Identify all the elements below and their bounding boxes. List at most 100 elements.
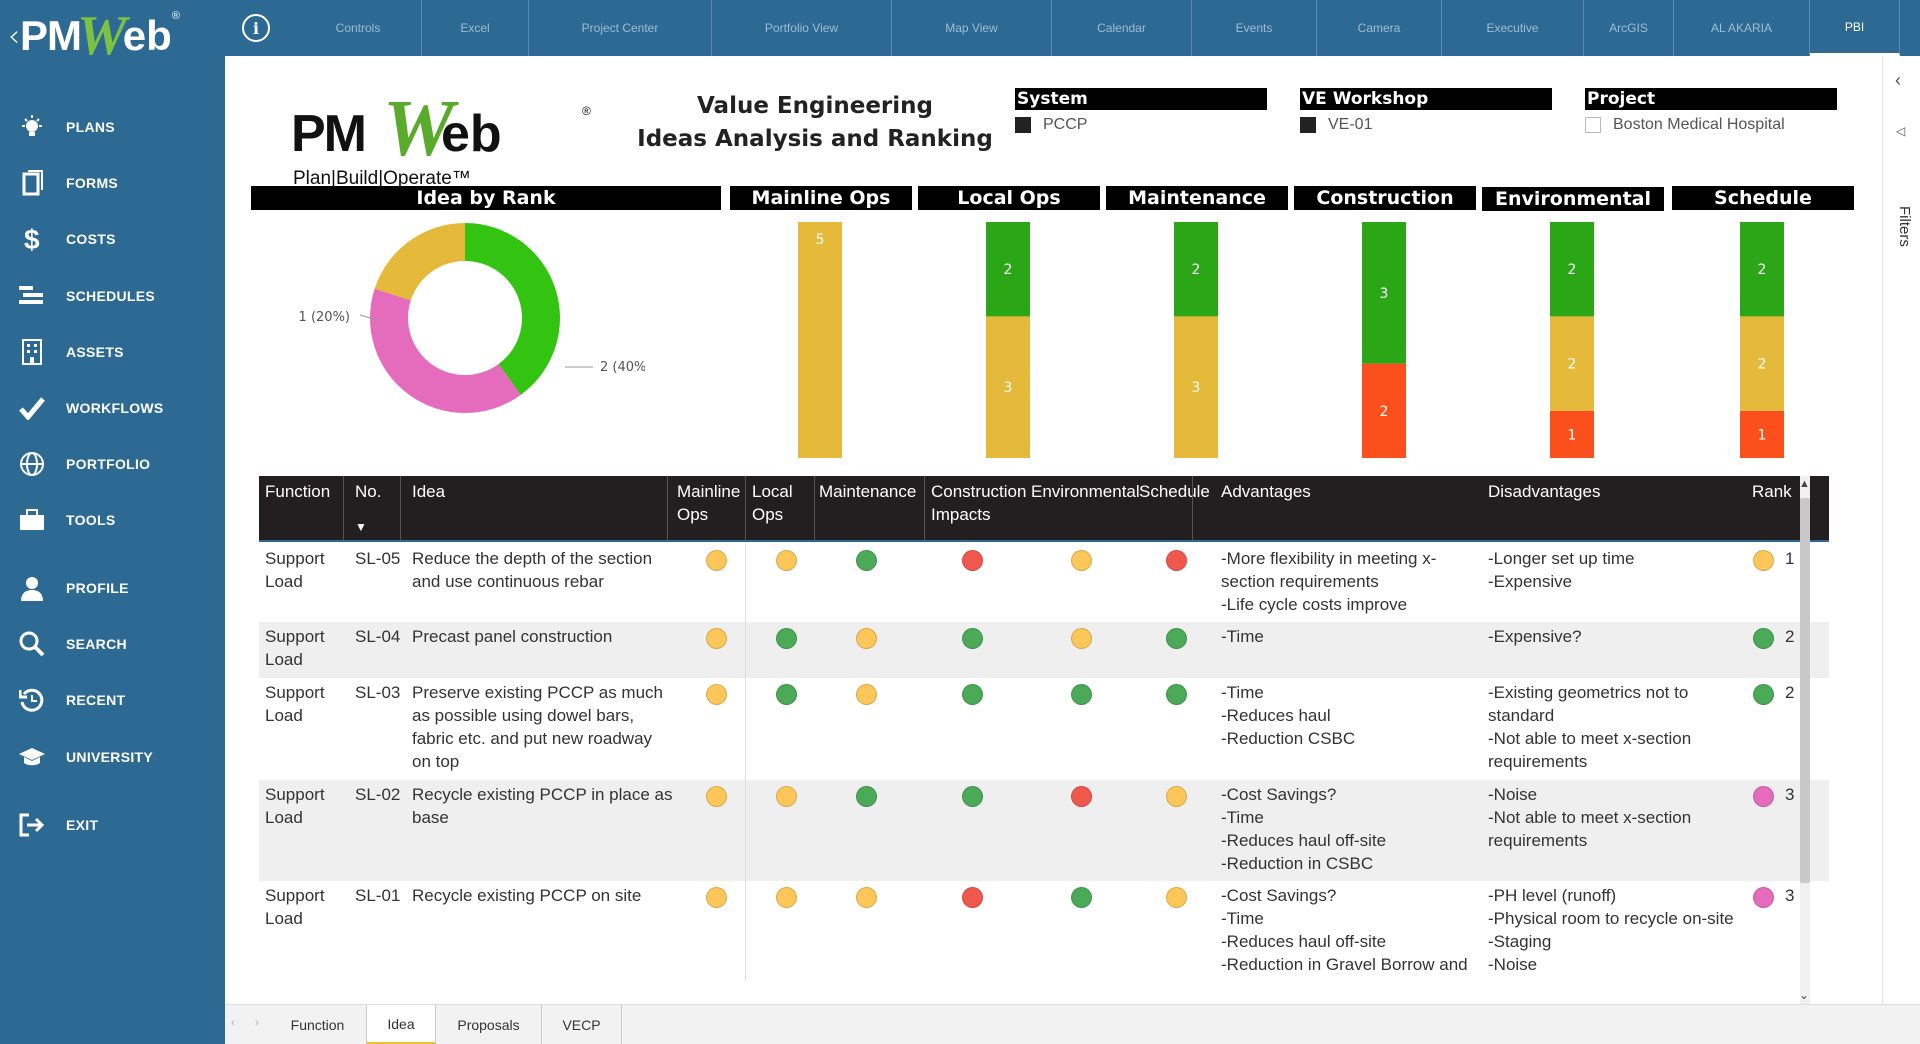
scroll-up-icon[interactable]: ▲ (1799, 478, 1810, 490)
page-tab-idea[interactable]: Idea (367, 1005, 436, 1044)
tab-camera[interactable]: Camera (1317, 0, 1442, 56)
table-row[interactable]: Support Load SL-02 Recycle existing PCCP i… (259, 780, 1829, 881)
sidebar-item-schedules[interactable]: SCHEDULES (0, 274, 225, 318)
col-header-function[interactable]: Function (265, 482, 331, 501)
next-page-icon[interactable]: › (255, 1017, 259, 1029)
sidebar-item-exit[interactable]: EXIT (0, 803, 225, 847)
slicer-ve-workshop-item[interactable]: VE-01 (1300, 116, 1552, 134)
table-row[interactable]: Support Load SL-05 Reduce the depth of the… (259, 544, 1829, 622)
criteria-stacked-bar-charts[interactable]: 5 3 2 3 2 2 3 1 2 2 1 2 2 (725, 222, 1865, 464)
page-tab-vecp[interactable]: VECP (542, 1005, 622, 1044)
col-header-environmental[interactable]: Environmental (1031, 482, 1140, 501)
tab-al-akaria[interactable]: AL AKARIA (1674, 0, 1810, 56)
sort-down-icon[interactable]: ▼ (355, 520, 367, 534)
tab-calendar[interactable]: Calendar (1052, 0, 1192, 56)
report-logo-tagline: Plan|Build|Operate™ (293, 168, 471, 189)
tab-portfolio-view[interactable]: Portfolio View (712, 0, 892, 56)
bar-segment[interactable] (1740, 222, 1784, 317)
bar-segment[interactable] (986, 316, 1030, 458)
col-header-idea[interactable]: Idea (412, 482, 446, 501)
checkbox-empty-icon[interactable] (1585, 117, 1601, 133)
report-logo: PM W eb ® Plan|Build|Operate™ (291, 85, 591, 189)
bar-segment[interactable] (986, 222, 1030, 317)
table-scrollbar[interactable]: ▲ ⌄ (1799, 476, 1810, 1011)
table-row[interactable]: Support Load SL-01 Recycle existing PCCP o… (259, 881, 1829, 981)
sidebar-item-profile[interactable]: PROFILE (0, 566, 225, 610)
bar-data-label: 5 (816, 232, 825, 248)
sidebar-item-university[interactable]: UNIVERSITY (0, 735, 225, 779)
sidebar-item-plans[interactable]: PLANS (0, 105, 225, 149)
column-divider (343, 476, 344, 542)
tab-arcgis[interactable]: ArcGIS (1584, 0, 1674, 56)
donut-slice[interactable] (465, 223, 560, 395)
table-row[interactable]: Support Load SL-03 Preserve existing PCCP … (259, 678, 1829, 780)
page-tabs-bar: ‹ › Function Idea Proposals VECP (225, 1004, 1920, 1044)
col-header-no[interactable]: No. (355, 482, 382, 501)
status-dot-red (1071, 786, 1092, 807)
bar-segment[interactable] (1550, 410, 1594, 458)
tab-controls[interactable]: Controls (295, 0, 422, 56)
donut-slice[interactable] (374, 223, 465, 301)
ideas-table: Function No. Idea Mainline Ops Local Ops Main… (259, 476, 1839, 1024)
status-dot-yellow (1166, 887, 1187, 908)
sidebar-item-costs[interactable]: $ COSTS (0, 217, 225, 261)
bar-segment[interactable] (1174, 222, 1218, 317)
pmweb-logo[interactable]: ‹ PM W eb ® (8, 5, 218, 67)
bar-segment[interactable] (1740, 410, 1784, 458)
slicer-system-item[interactable]: PCCP (1015, 116, 1267, 134)
bar-segment[interactable] (1550, 316, 1594, 411)
sidebar-item-forms[interactable]: FORMS (0, 161, 225, 205)
bar-segment[interactable] (1550, 222, 1594, 317)
col-header-local-ops[interactable]: Local Ops (752, 482, 793, 524)
col-header-mainline-ops[interactable]: Mainline Ops (677, 482, 741, 524)
rank-dot-yellow (1753, 550, 1774, 571)
tab-project-center[interactable]: Project Center (529, 0, 712, 56)
status-dot-red (962, 550, 983, 571)
scroll-down-icon[interactable]: ⌄ (1799, 988, 1810, 1002)
scroll-thumb[interactable] (1800, 498, 1810, 883)
sidebar-item-recent[interactable]: RECENT (0, 678, 225, 722)
col-header-maintenance[interactable]: Maintenance (819, 482, 917, 501)
col-header-schedule[interactable]: Schedule (1139, 482, 1210, 501)
tab-executive[interactable]: Executive (1442, 0, 1584, 56)
col-header-construction-impacts[interactable]: Construction Impacts (931, 482, 1027, 524)
bar-data-label: 2 (1758, 262, 1767, 278)
tab-pbi[interactable]: PBI (1810, 0, 1900, 56)
bar-segment[interactable] (798, 222, 842, 458)
expand-filters-chevron-icon[interactable]: ‹ (1895, 70, 1901, 90)
tab-excel[interactable]: Excel (422, 0, 529, 56)
donut-slice[interactable] (369, 288, 521, 413)
table-row[interactable]: Support Load SL-04 Precast panel construct… (259, 622, 1829, 678)
idea-by-rank-donut-chart[interactable]: 2 (40%)2 (40%)1 (20%) (285, 216, 645, 456)
filters-pane[interactable]: ‹ ◁ Filters (1882, 56, 1920, 1004)
sidebar-item-tools[interactable]: TOOLS (0, 498, 225, 542)
filters-label[interactable]: Filters (1896, 206, 1913, 247)
tab-events[interactable]: Events (1192, 0, 1317, 56)
check-icon (18, 394, 46, 422)
checkbox-filled-icon[interactable] (1015, 117, 1031, 133)
rank-dot-green (1753, 628, 1774, 649)
prev-page-icon[interactable]: ‹ (231, 1017, 235, 1029)
col-header-rank[interactable]: Rank (1752, 482, 1792, 501)
sidebar-item-search[interactable]: SEARCH (0, 622, 225, 666)
bar-segment[interactable] (1740, 316, 1784, 411)
sidebar-item-portfolio[interactable]: PORTFOLIO (0, 442, 225, 486)
back-chevron-icon[interactable]: ‹ (8, 18, 20, 54)
tab-map-view[interactable]: Map View (892, 0, 1052, 56)
col-header-advantages[interactable]: Advantages (1221, 482, 1311, 501)
slicer-project[interactable]: Project Boston Medical Hospital (1585, 88, 1837, 134)
page-tab-function[interactable]: Function (269, 1005, 367, 1044)
bar-segment[interactable] (1174, 316, 1218, 458)
checkbox-filled-icon[interactable] (1300, 117, 1316, 133)
bar-segment[interactable] (1362, 363, 1406, 458)
slicer-ve-workshop[interactable]: VE Workshop VE-01 (1300, 88, 1552, 134)
slicer-project-item[interactable]: Boston Medical Hospital (1585, 116, 1837, 134)
rank-dot-pink (1753, 786, 1774, 807)
bar-segment[interactable] (1362, 222, 1406, 364)
sidebar-item-workflows[interactable]: WORKFLOWS (0, 386, 225, 430)
info-icon[interactable]: i (242, 14, 270, 42)
slicer-system[interactable]: System PCCP (1015, 88, 1267, 134)
col-header-disadvantages[interactable]: Disadvantages (1488, 482, 1601, 501)
sidebar-item-assets[interactable]: ASSETS (0, 330, 225, 374)
page-tab-proposals[interactable]: Proposals (436, 1005, 542, 1044)
